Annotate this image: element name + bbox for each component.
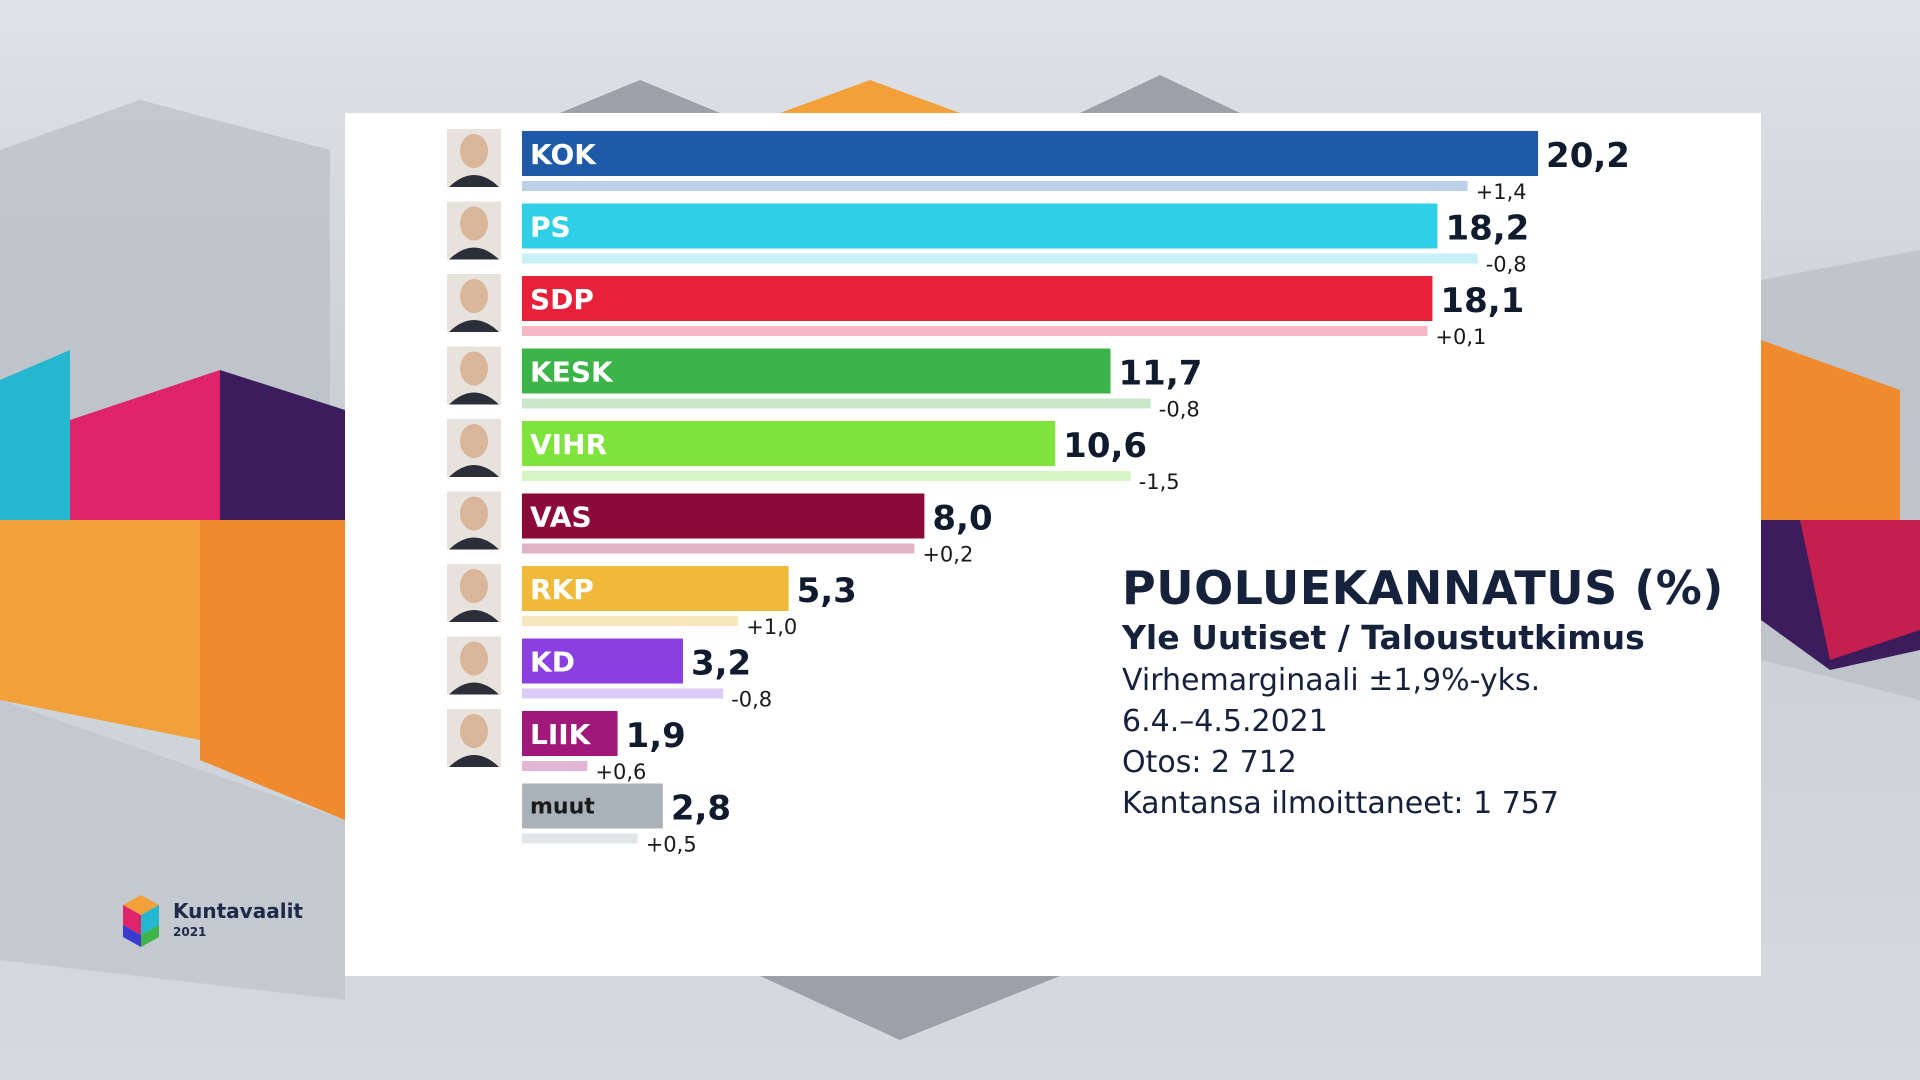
- chart-title: PUOLUEKANNATUS (%): [1122, 561, 1724, 615]
- chart-source: Yle Uutiset / Taloustutkimus: [1122, 618, 1645, 657]
- declared-count-text: Kantansa ilmoittaneet: 1 757: [1122, 786, 1559, 821]
- party-leader-portrait: [447, 419, 501, 477]
- party-leader-portrait: [447, 346, 501, 405]
- bar-category-label: VIHR: [530, 428, 607, 461]
- bar-change-label: +0,2: [922, 543, 973, 567]
- bar-change-label: -0,8: [1486, 253, 1527, 277]
- previous-bar: [522, 688, 724, 699]
- previous-bar: [522, 253, 1478, 264]
- error-margin-text: Virhemarginaali ±1,9%-yks.: [1122, 663, 1541, 698]
- bar-value-label: 18,1: [1440, 281, 1524, 321]
- bar-value-label: 8,0: [932, 499, 992, 539]
- logo-title: Kuntavaalit: [173, 899, 303, 923]
- bar-change-label: -1,5: [1139, 470, 1180, 494]
- previous-bar: [522, 181, 1468, 191]
- bar-category-label: KOK: [530, 138, 597, 171]
- bar-chart: KOK 20,2 +1,4 PS 18,2 -0,8 SDP 18,1 +0,1 KESK 11,7…: [447, 129, 1630, 857]
- party-leader-portrait: [447, 636, 501, 695]
- bar: [522, 421, 1056, 466]
- bar-value-label: 2,8: [671, 789, 731, 829]
- bar-category-label: KESK: [530, 356, 614, 389]
- bar: [522, 566, 789, 611]
- bar-change-label: +0,5: [646, 833, 697, 857]
- logo-year: 2021: [173, 925, 207, 939]
- survey-period-text: 6.4.–4.5.2021: [1122, 704, 1328, 739]
- party-leader-portrait: [447, 274, 501, 332]
- info-panel: PUOLUEKANNATUS (%) Yle Uutiset / Taloust…: [1122, 560, 1742, 824]
- party-leader-portrait: [447, 564, 501, 622]
- bar-category-label: RKP: [530, 573, 594, 606]
- bar-value-label: 11,7: [1119, 354, 1203, 394]
- bar: [522, 348, 1111, 394]
- logo-icon: [123, 895, 159, 947]
- bar-value-label: 20,2: [1546, 136, 1630, 176]
- bar-change-label: -0,8: [1159, 398, 1200, 422]
- bar: [522, 493, 925, 539]
- bar-category-label: muut: [530, 795, 595, 820]
- bar-value-label: 3,2: [691, 644, 751, 684]
- bar: [522, 276, 1433, 321]
- previous-bar: [522, 398, 1151, 409]
- bar-change-label: +1,0: [746, 615, 797, 639]
- previous-bar: [522, 761, 588, 771]
- bar-category-label: VAS: [530, 501, 592, 534]
- bar-change-label: +1,4: [1476, 180, 1527, 204]
- party-leader-portrait: [447, 491, 501, 550]
- bar-category-label: PS: [530, 211, 571, 244]
- bar-value-label: 1,9: [626, 716, 686, 756]
- bar: [522, 203, 1438, 249]
- bar-value-label: 18,2: [1445, 209, 1529, 249]
- chart-board: KOK 20,2 +1,4 PS 18,2 -0,8 SDP 18,1 +0,1 KESK 11,7…: [345, 113, 1761, 976]
- bar-value-label: 5,3: [797, 571, 857, 611]
- previous-bar: [522, 326, 1428, 336]
- previous-bar: [522, 833, 638, 844]
- bar: [522, 783, 663, 829]
- bar-change-label: +0,1: [1435, 325, 1486, 349]
- kuntavaalit-logo: Kuntavaalit 2021: [113, 893, 343, 953]
- bar-category-label: KD: [530, 646, 575, 679]
- bar-value-label: 10,6: [1063, 426, 1147, 466]
- bar: [522, 131, 1539, 176]
- party-leader-portrait: [447, 201, 501, 260]
- party-leader-portrait: [447, 129, 501, 187]
- bar: [522, 711, 618, 756]
- previous-bar: [522, 471, 1131, 481]
- bar-change-label: -0,8: [731, 688, 772, 712]
- previous-bar: [522, 543, 915, 554]
- party-leader-portrait: [447, 709, 501, 767]
- bar-category-label: LIIK: [530, 718, 592, 751]
- previous-bar: [522, 616, 739, 626]
- bar-category-label: SDP: [530, 283, 594, 316]
- bar: [522, 638, 683, 684]
- bar-change-label: +0,6: [595, 760, 646, 784]
- sample-size-text: Otos: 2 712: [1122, 745, 1297, 780]
